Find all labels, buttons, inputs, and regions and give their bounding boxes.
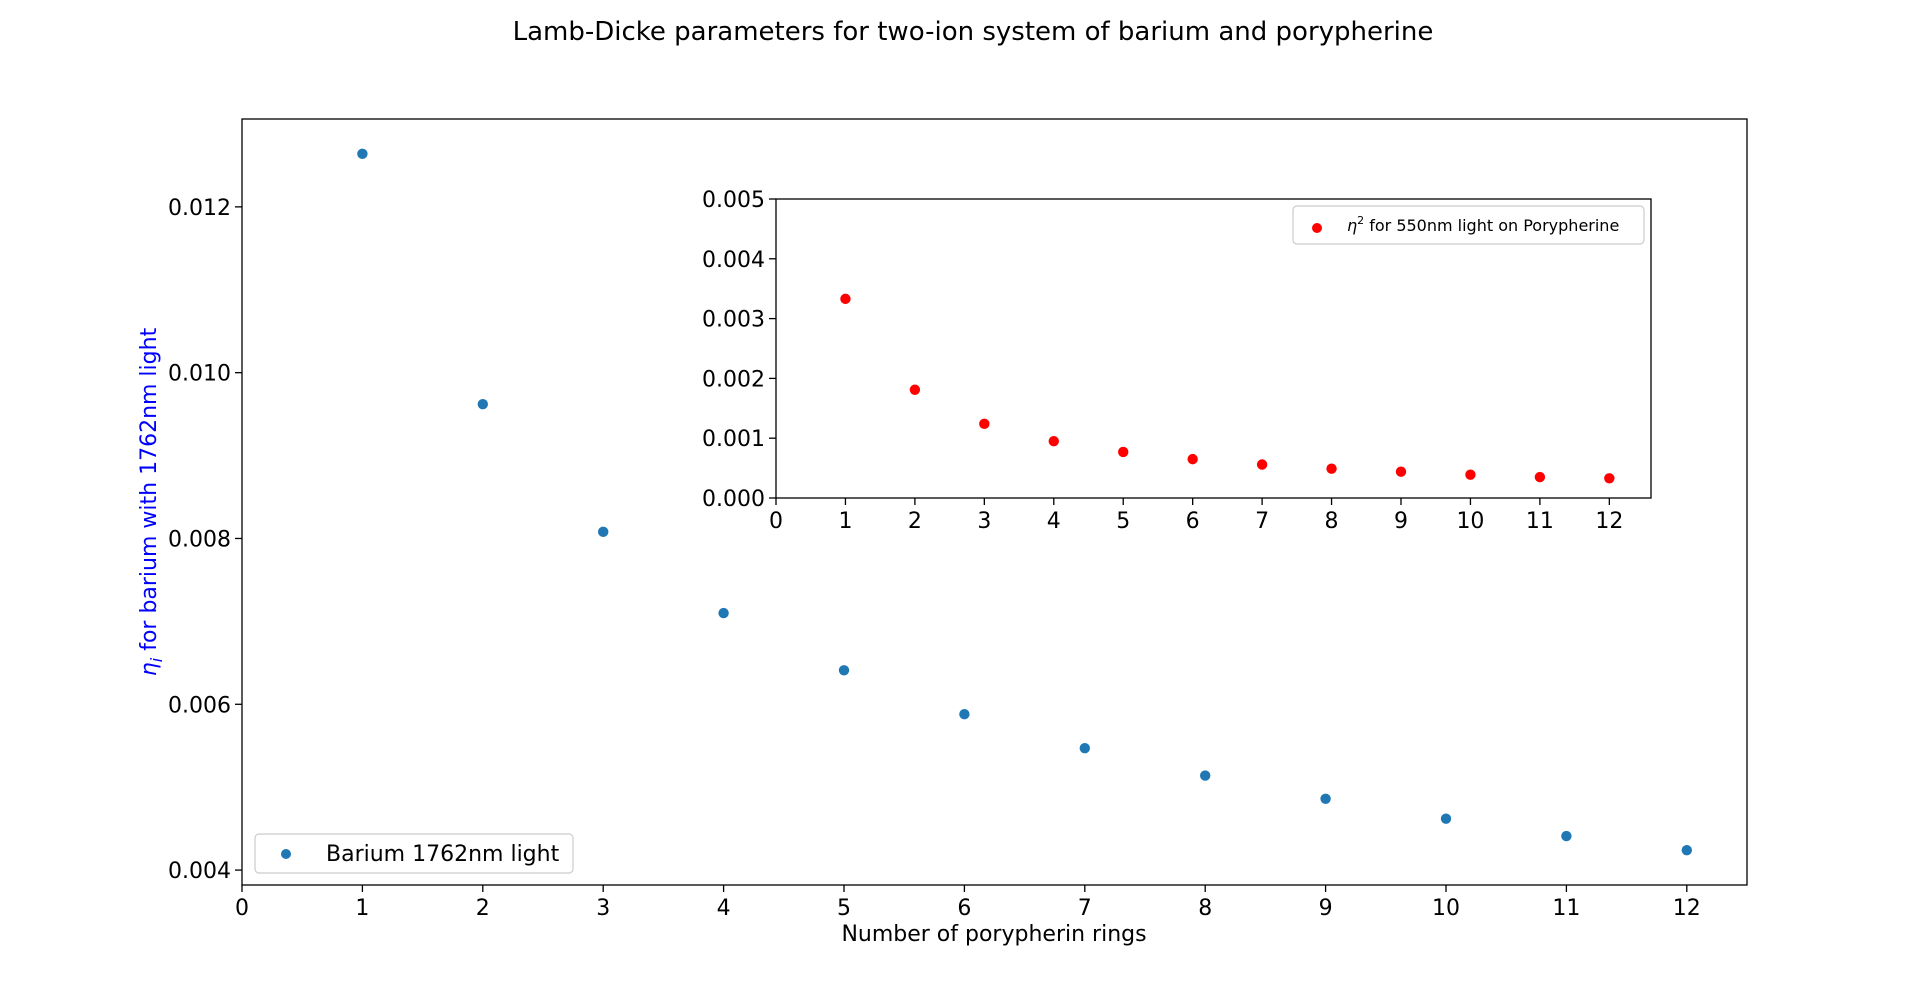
main-data-point [1079,743,1091,754]
inset-y-tick-label: 0.003 [702,308,765,333]
inset-y-tick-label: 0.005 [702,188,765,213]
inset-x-tick-label: 6 [1186,509,1200,534]
main-x-tick-label: 4 [717,896,731,921]
inset-data-point [979,418,990,430]
inset-x-tick-label: 1 [838,509,852,534]
main-chart: 0 1 2 3 4 5 6 7 8 9 10 11 12 0.0040.0060.0080.0100.0… [137,118,1748,947]
inset-x-tick-label: 7 [1255,509,1269,534]
inset-x-tick-label: 5 [1116,509,1130,534]
main-x-tick-label: 11 [1552,896,1580,921]
main-x-tick-label: 1 [355,896,369,921]
main-y-axis: 0.004 0.006 0.008 0.010 0.012 [168,196,242,884]
inset-legend-box [1292,205,1645,245]
inset-data-point [1118,446,1129,458]
inset-x-tick-label: 2 [908,509,922,534]
main-x-axis: 0 1 2 3 4 5 6 7 8 9 10 11 12 [235,885,1701,921]
main-x-tick-label: 7 [1078,896,1092,921]
main-data-point [1200,770,1211,781]
inset-legend-label: η2 for 550nm light on Porypherine [1347,214,1619,235]
inset-data-point [1187,453,1198,465]
inset-x-tick-label: 10 [1456,509,1484,534]
main-legend-box [254,833,574,874]
main-x-tick-label: 12 [1673,896,1701,921]
inset-background [776,199,1651,498]
main-y-tick-label: 0.012 [168,196,231,221]
inset-legend-label-symbol: η [1347,216,1357,235]
main-x-tick-label: 8 [1198,896,1212,921]
inset-legend-label-text: for 550nm light on Porypherine [1364,216,1619,235]
main-data-point [1320,793,1331,804]
inset-x-axis: 0 1 2 3 4 5 6 7 8 9 10 11 12 [769,498,1623,534]
main-x-tick-label: 10 [1432,896,1460,921]
main-data-point [357,148,368,160]
inset-legend-marker [1312,223,1322,233]
main-data-point [477,398,488,410]
main-x-tick-label: 2 [476,896,490,921]
main-x-tick-label: 5 [837,896,851,921]
inset-x-tick-label: 4 [1047,509,1061,534]
inset-x-tick-label: 11 [1526,509,1554,534]
main-data-point [598,526,609,538]
main-legend: Barium 1762nm light [254,833,574,874]
main-data-point [838,665,850,676]
inset-series-points [840,293,1615,484]
inset-data-point [1604,473,1615,484]
inset-data-point [1534,471,1546,483]
inset-y-tick-label: 0.002 [702,367,765,392]
main-legend-marker [281,849,291,859]
main-data-point [1681,844,1693,856]
main-y-tick-label: 0.004 [168,859,231,884]
inset-data-point [1465,469,1476,480]
main-x-tick-label: 0 [235,896,249,921]
inset-chart: 0 1 2 3 4 5 6 7 8 9 10 11 12 0.0000.0010.0020.0030.0… [702,188,1652,534]
inset-plot-frame [775,198,1652,499]
inset-data-point [840,293,851,305]
main-data-point [959,709,970,720]
main-y-axis-label-subscript: i [147,657,166,662]
inset-data-point [1395,466,1407,477]
main-data-point [718,607,729,619]
inset-legend: η2 for 550nm light on Porypherine [1292,205,1645,245]
main-y-axis-label-symbol: η [137,662,162,676]
inset-y-tick-label: 0.001 [702,427,765,452]
figure-title: Lamb-Dicke parameters for two-ion system… [513,17,1434,47]
main-data-point [1561,830,1572,842]
inset-data-point [1256,459,1268,470]
inset-data-point [1048,435,1059,447]
inset-x-tick-label: 0 [769,509,783,534]
inset-x-tick-label: 12 [1595,509,1623,534]
inset-data-point [1326,463,1337,474]
inset-data-point [909,384,921,395]
inset-y-axis: 0.000 0.001 0.002 0.003 0.004 0.005 [702,188,776,512]
main-x-tick-label: 3 [596,896,610,921]
main-data-point [1440,813,1452,824]
main-y-tick-label: 0.008 [168,527,231,552]
main-x-axis-label: Number of porypherin rings [841,922,1146,947]
inset-x-tick-label: 3 [977,509,991,534]
main-x-tick-label: 6 [957,896,971,921]
inset-y-tick-label: 0.004 [702,248,765,273]
main-legend-label: Barium 1762nm light [326,842,560,867]
main-y-tick-label: 0.006 [168,693,231,718]
main-y-axis-label: ηi for barium with 1762nm light [137,327,166,676]
main-series-points [357,148,1693,856]
main-plot-frame [241,118,1748,886]
main-y-axis-label-text: for barium with 1762nm light [137,327,162,657]
inset-x-tick-label: 8 [1325,509,1339,534]
main-y-tick-label: 0.010 [168,362,231,387]
inset-x-tick-label: 9 [1394,509,1408,534]
inset-legend-label-superscript: 2 [1357,214,1364,227]
inset-y-tick-label: 0.000 [702,487,765,512]
main-x-tick-label: 9 [1319,896,1333,921]
